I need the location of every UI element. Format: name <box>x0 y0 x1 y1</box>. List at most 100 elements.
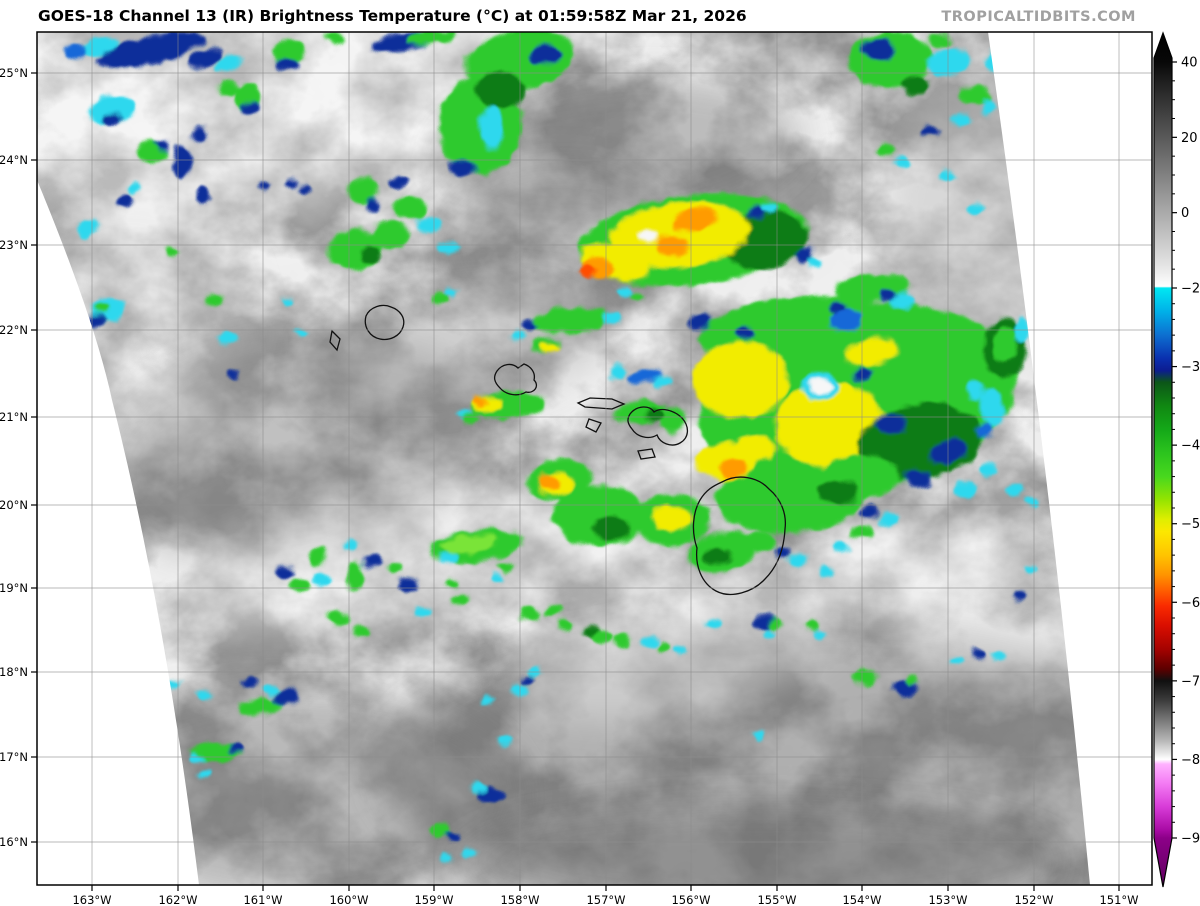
axis-ticks-layer: 25°N 24°N 23°N 22°N 21°N 20°N 19°N 18°N 17°N 16°N… <box>0 66 1139 906</box>
storm-cell-blob <box>510 32 550 43</box>
storm-cell-blob <box>834 543 850 553</box>
storm-cell-blob <box>613 634 631 646</box>
storm-cell-blob <box>346 561 364 589</box>
cloud-shade-blob <box>460 807 1060 885</box>
storm-cell-blob <box>805 620 819 632</box>
storm-cell-blob <box>310 547 326 567</box>
storm-cell-blob <box>416 217 440 233</box>
storm-cell-blob <box>993 327 1017 363</box>
storm-cell-blob <box>652 506 692 530</box>
storm-cell-blob <box>818 480 858 504</box>
island-outline-maui <box>627 406 689 446</box>
storm-cell-blob <box>992 652 1004 660</box>
storm-cell-blob <box>474 398 486 406</box>
storm-cell-blob <box>893 679 917 697</box>
storm-cell-blob <box>627 370 663 384</box>
storm-cell-blob <box>808 257 822 267</box>
storm-cell-blob <box>229 371 239 379</box>
storm-cell-blob <box>1006 484 1024 496</box>
storm-cell-blob <box>976 423 994 437</box>
storm-cell-blob <box>522 320 538 330</box>
lat-tick-label: 24°N <box>0 153 28 167</box>
storm-cell-blob <box>364 199 380 211</box>
storm-cell-blob <box>814 631 826 639</box>
island-outline-hawaii-big-island <box>692 476 787 595</box>
storm-cell-blob <box>128 183 142 193</box>
island-outline-niihau <box>329 329 341 352</box>
watermark-text: TROPICALTIDBITS.COM <box>941 9 1136 25</box>
storm-cell-blob <box>390 177 406 187</box>
storm-cell-blob <box>510 331 526 341</box>
storm-cell-blob <box>498 737 512 747</box>
storm-cell-blob <box>313 574 331 586</box>
storm-cell-blob <box>482 696 494 704</box>
storm-cell-blob <box>688 313 712 331</box>
storm-cell-blob <box>218 80 238 96</box>
storm-cell-blob <box>259 182 271 190</box>
storm-cell-blob <box>819 567 833 577</box>
storm-cell-blob <box>949 656 961 664</box>
lon-tick-label: 159°W <box>414 893 453 906</box>
colorbar-bar <box>1153 31 1173 888</box>
storm-cell-blob <box>639 230 657 242</box>
storm-cell-blob <box>744 532 776 552</box>
lat-tick-label: 19°N <box>0 581 28 595</box>
storm-cell-blob <box>276 58 300 70</box>
storm-cell-blob <box>448 160 476 176</box>
storm-cell-blob <box>219 332 237 344</box>
storm-cell-blob <box>950 114 970 126</box>
lon-tick-label: 156°W <box>671 893 710 906</box>
cloud-shade-blob <box>816 506 1054 614</box>
lon-tick-label: 151°W <box>1099 893 1138 906</box>
storm-cell-blob <box>653 376 673 388</box>
storm-cell-blob <box>875 143 895 157</box>
lat-tick-label: 22°N <box>0 323 28 337</box>
cloud-shade-blob <box>515 557 865 723</box>
colorbar-tick-label: −50 <box>1181 517 1200 532</box>
storm-cell-blob <box>1013 590 1027 600</box>
colorbar-tick-label: 40 <box>1181 56 1198 71</box>
storm-cell-blob <box>353 626 371 638</box>
colorbar-tick-label: 0 <box>1181 206 1189 221</box>
map-border <box>36 31 1153 886</box>
storm-cell-blob <box>971 650 985 660</box>
storm-blobs-layer <box>63 32 1039 862</box>
lat-tick-label: 17°N <box>0 750 28 764</box>
storm-cell-blob <box>404 32 456 46</box>
storm-cell-blob <box>968 203 982 213</box>
storm-cell-blob <box>618 286 632 296</box>
storm-cell-blob <box>522 676 534 684</box>
storm-cell-blob <box>96 32 204 68</box>
storm-cell-blob <box>775 383 885 467</box>
storm-cell-blob <box>737 436 777 460</box>
storm-cell-blob <box>242 678 258 688</box>
colorbar: 40 20 0 −20 −30 −40 −50 −60 −70 −80 −90 <box>1153 31 1200 888</box>
storm-cell-blob <box>88 95 136 125</box>
storm-cell-blob <box>880 514 900 526</box>
storm-cell-blob <box>414 607 430 617</box>
lon-tick-label: 161°W <box>243 893 282 906</box>
storm-cell-blob <box>275 689 299 705</box>
storm-cell-blob <box>894 157 910 167</box>
storm-cell-blob <box>63 45 87 59</box>
colorbar-tick-label: −20 <box>1181 282 1200 297</box>
storm-cell-blob <box>846 337 898 367</box>
storm-cell-blob <box>442 534 498 554</box>
storm-cell-blob <box>630 292 644 300</box>
storm-cell-blob <box>290 578 310 592</box>
storm-cell-blob <box>520 607 540 621</box>
lon-tick-label: 162°W <box>158 893 197 906</box>
cloud-shade-blob <box>162 490 678 630</box>
island-outline-oahu <box>493 363 538 396</box>
storm-cell-blob <box>286 179 298 187</box>
storm-cell-blob <box>876 414 908 434</box>
figure-title: GOES-18 Channel 13 (IR) Brightness Tempe… <box>38 7 747 25</box>
storm-cell-blob <box>558 619 574 631</box>
lat-tick-label: 23°N <box>0 238 28 252</box>
storm-cell-blob <box>442 854 454 862</box>
storm-cell-blob <box>461 413 479 423</box>
storm-cell-blob <box>237 698 283 716</box>
storm-cell-blob <box>692 342 788 418</box>
storm-cell-blob <box>325 32 345 44</box>
